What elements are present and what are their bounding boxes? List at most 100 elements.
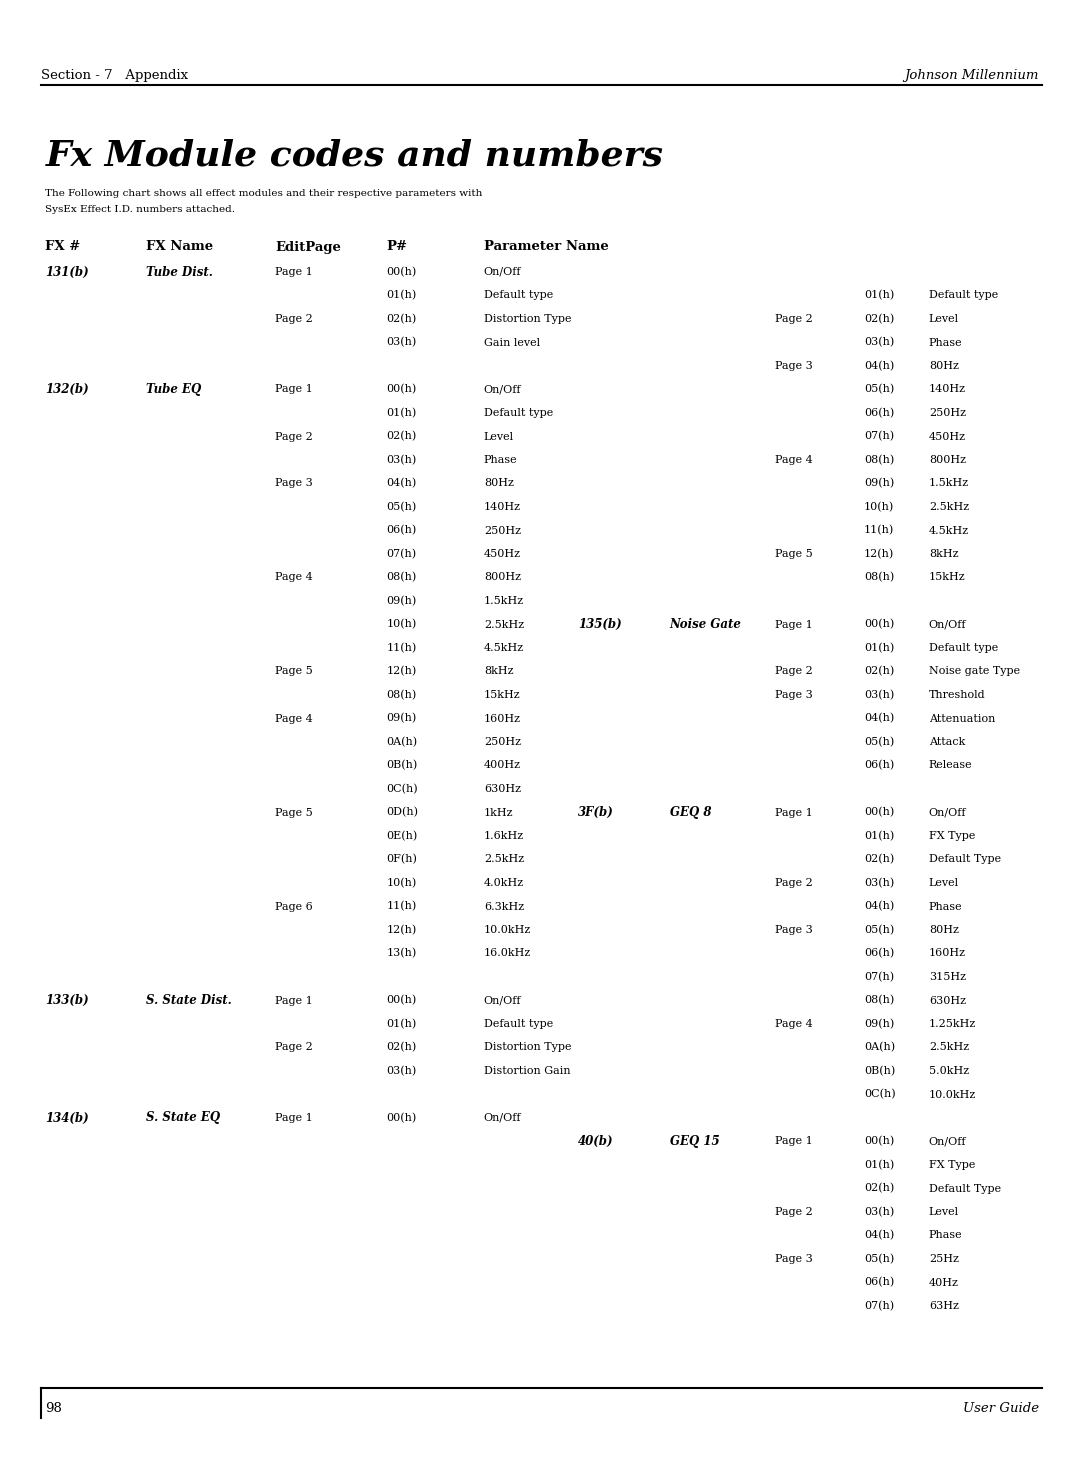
Text: Tube Dist.: Tube Dist. [146,266,213,279]
Text: 00(h): 00(h) [387,384,417,394]
Text: 08(h): 08(h) [864,995,894,1005]
Text: 40Hz: 40Hz [929,1277,959,1287]
Text: 2.5kHz: 2.5kHz [484,855,524,865]
Text: S. State EQ: S. State EQ [146,1112,220,1125]
Text: 02(h): 02(h) [387,1042,417,1053]
Text: 13(h): 13(h) [387,948,417,958]
Text: Distortion Type: Distortion Type [484,1043,571,1052]
Text: 01(h): 01(h) [864,291,894,301]
Text: Page 1: Page 1 [275,1113,313,1124]
Text: User Guide: User Guide [963,1401,1039,1414]
Text: 04(h): 04(h) [864,901,894,912]
Text: 00(h): 00(h) [864,619,894,630]
Text: 1.6kHz: 1.6kHz [484,831,524,842]
Text: 11(h): 11(h) [387,643,417,653]
Text: 4.5kHz: 4.5kHz [484,643,524,653]
Text: 1kHz: 1kHz [484,808,513,818]
Text: Page 5: Page 5 [275,666,313,676]
Text: Section - 7   Appendix: Section - 7 Appendix [41,69,188,82]
Text: GEQ 8: GEQ 8 [670,806,711,820]
Text: 04(h): 04(h) [864,713,894,723]
Text: 0E(h): 0E(h) [387,831,418,842]
Text: 00(h): 00(h) [864,808,894,818]
Text: 132(b): 132(b) [45,383,89,396]
Text: 131(b): 131(b) [45,266,89,279]
Text: Attenuation: Attenuation [929,713,995,723]
Text: Page 5: Page 5 [275,808,313,818]
Text: Page 3: Page 3 [775,361,813,371]
Text: 03(h): 03(h) [864,1207,894,1217]
Text: 133(b): 133(b) [45,993,89,1007]
Text: 4.0kHz: 4.0kHz [484,878,524,888]
Text: Fx Module codes and numbers: Fx Module codes and numbers [45,137,663,172]
Text: Page 2: Page 2 [275,314,313,324]
Text: Default type: Default type [484,408,553,418]
Text: GEQ 15: GEQ 15 [670,1135,719,1148]
Text: Page 4: Page 4 [775,454,813,465]
Text: 00(h): 00(h) [387,1113,417,1124]
Text: On/Off: On/Off [484,384,522,394]
Text: FX Type: FX Type [929,1160,975,1170]
Text: Noise Gate: Noise Gate [670,618,742,631]
Text: 40(b): 40(b) [578,1135,613,1148]
Text: 98: 98 [45,1401,63,1414]
Text: 630Hz: 630Hz [484,785,521,793]
Text: 08(h): 08(h) [387,690,417,700]
Text: 10.0kHz: 10.0kHz [929,1090,976,1100]
Text: 03(h): 03(h) [387,454,417,465]
Text: Attack: Attack [929,736,966,747]
Text: 1.5kHz: 1.5kHz [929,479,969,488]
Text: Page 1: Page 1 [775,808,813,818]
Text: 63Hz: 63Hz [929,1300,959,1311]
Text: 0B(h): 0B(h) [864,1067,895,1077]
Text: Page 2: Page 2 [775,666,813,676]
Text: Phase: Phase [929,901,962,912]
Text: Default type: Default type [484,291,553,301]
Text: 10(h): 10(h) [864,501,894,513]
Text: 12(h): 12(h) [864,549,894,560]
Text: 00(h): 00(h) [387,267,417,278]
Text: 09(h): 09(h) [387,596,417,606]
Text: Default type: Default type [929,643,998,653]
Text: 10.0kHz: 10.0kHz [484,925,531,935]
Text: Tube EQ: Tube EQ [146,383,201,396]
Text: Parameter Name: Parameter Name [484,241,609,254]
Text: FX Type: FX Type [929,831,975,842]
Text: Page 3: Page 3 [775,1254,813,1264]
Text: 0A(h): 0A(h) [864,1042,895,1053]
Text: 800Hz: 800Hz [929,454,966,465]
Text: Page 1: Page 1 [275,267,313,278]
Text: 06(h): 06(h) [864,1277,894,1287]
Text: Johnson Millennium: Johnson Millennium [904,69,1039,82]
Text: On/Off: On/Off [484,995,522,1005]
Text: 01(h): 01(h) [387,291,417,301]
Text: 140Hz: 140Hz [929,384,966,394]
Text: 8kHz: 8kHz [929,549,958,560]
Text: 03(h): 03(h) [864,337,894,348]
Text: 4.5kHz: 4.5kHz [929,526,969,536]
Text: 06(h): 06(h) [864,760,894,770]
Text: 0A(h): 0A(h) [387,736,418,747]
Text: 09(h): 09(h) [387,713,417,723]
Text: 05(h): 05(h) [864,384,894,394]
Text: Phase: Phase [929,1230,962,1240]
Text: 1.25kHz: 1.25kHz [929,1018,976,1029]
Text: 09(h): 09(h) [864,1018,894,1029]
Text: 03(h): 03(h) [864,878,894,888]
Text: 08(h): 08(h) [864,573,894,583]
Text: P#: P# [387,241,407,254]
Text: 00(h): 00(h) [387,995,417,1005]
Text: 08(h): 08(h) [864,454,894,465]
Text: Default Type: Default Type [929,855,1001,865]
Text: Page 4: Page 4 [275,713,313,723]
Text: 0B(h): 0B(h) [387,760,418,770]
Text: Page 2: Page 2 [775,1207,813,1217]
Text: Default type: Default type [929,291,998,301]
Text: 0C(h): 0C(h) [387,785,418,795]
Text: Default type: Default type [484,1018,553,1029]
Text: 10(h): 10(h) [387,619,417,630]
Text: Level: Level [929,878,959,888]
Text: 05(h): 05(h) [864,1254,894,1264]
Text: 11(h): 11(h) [387,901,417,912]
Text: 250Hz: 250Hz [929,408,966,418]
